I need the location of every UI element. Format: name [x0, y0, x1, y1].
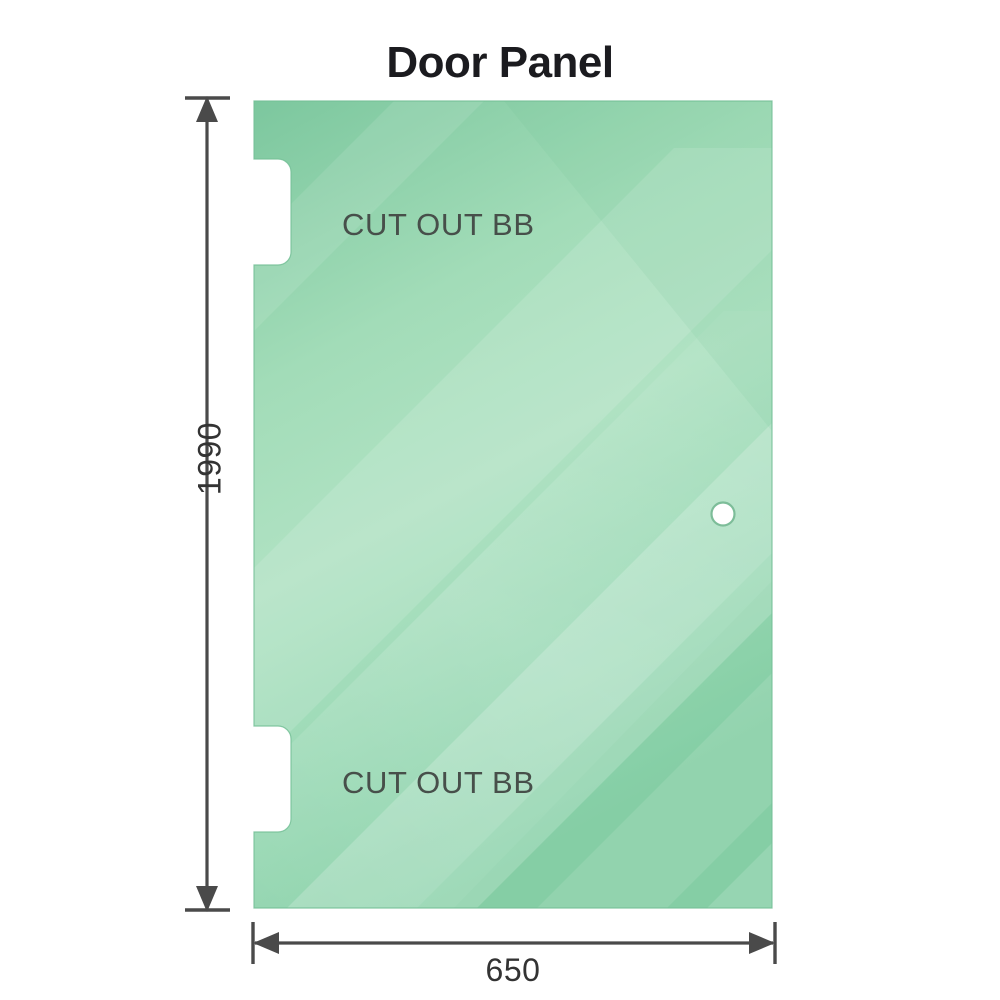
dimension-height-arrow-top — [196, 96, 218, 122]
handle-hole-circle — [710, 501, 736, 527]
dimension-line-height — [185, 96, 230, 912]
page-title: Door Panel — [386, 38, 614, 87]
glass-panel[interactable] — [253, 100, 773, 909]
panel-sheen — [254, 311, 772, 908]
panel-shade-bottom-right — [454, 581, 772, 908]
dimension-width-arrow-left — [253, 932, 279, 954]
dimension-label-width: 650 — [485, 952, 541, 988]
glass-panel-graphic — [253, 100, 773, 909]
dimension-label-height: 1990 — [191, 421, 228, 496]
dimension-line-width — [251, 922, 777, 964]
handle-hole[interactable] — [710, 501, 736, 527]
dimension-width-arrow-right — [749, 932, 775, 954]
panel-outline — [253, 100, 773, 909]
cutout-label-bottom: CUT OUT BB — [342, 765, 535, 800]
dimension-height-arrow-bottom — [196, 886, 218, 912]
cutout-label-top: CUT OUT BB — [342, 207, 535, 242]
panel-shade-top-right — [504, 101, 772, 431]
